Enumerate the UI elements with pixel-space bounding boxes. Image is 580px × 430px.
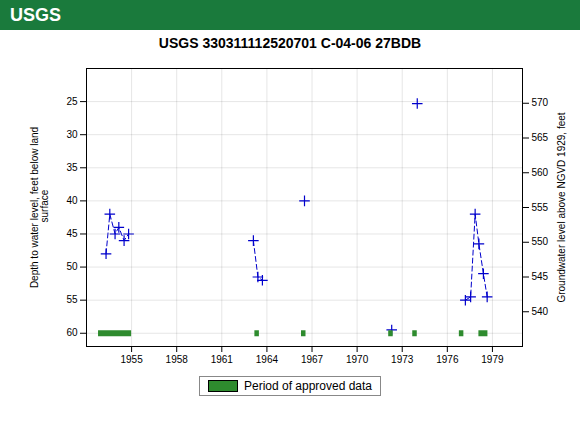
svg-text:1964: 1964 [256,354,279,365]
svg-text:40: 40 [66,195,78,206]
svg-text:30: 30 [66,129,78,140]
svg-text:Depth to water level, feet bel: Depth to water level, feet below land su… [29,127,50,288]
svg-text:55: 55 [66,294,78,305]
svg-text:1958: 1958 [166,354,189,365]
svg-text:1955: 1955 [120,354,143,365]
svg-text:1970: 1970 [346,354,369,365]
svg-text:Groundwater level above NGVD 1: Groundwater level above NGVD 1929, feet [556,112,567,302]
svg-text:565: 565 [532,132,549,143]
svg-text:545: 545 [532,271,549,282]
svg-text:60: 60 [66,327,78,338]
html-text:USGS 330311112520701 C-04-06 2: USGS 330311112520701 C-04-06 27BDB [158,35,422,51]
svg-text:550: 550 [532,236,549,247]
svg-text:1961: 1961 [211,354,234,365]
svg-text:45: 45 [66,228,78,239]
svg-text:1979: 1979 [481,354,504,365]
svg-text:555: 555 [532,202,549,213]
html-text:Period of approved data: Period of approved data [244,379,372,393]
svg-text:50: 50 [66,261,78,272]
svg-text:540: 540 [532,306,549,317]
svg-text:560: 560 [532,167,549,178]
svg-text:1976: 1976 [436,354,459,365]
svg-text:570: 570 [532,97,549,108]
svg-text:1973: 1973 [391,354,414,365]
html-text:USGS: USGS [10,5,61,25]
svg-text:1967: 1967 [301,354,324,365]
svg-text:35: 35 [66,162,78,173]
svg-text:25: 25 [66,96,78,107]
